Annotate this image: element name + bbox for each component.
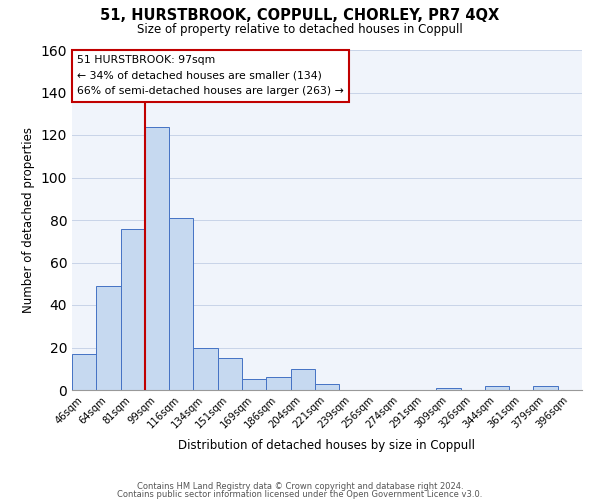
- Bar: [533, 386, 558, 390]
- Bar: [485, 386, 509, 390]
- Bar: [290, 369, 315, 390]
- Bar: [315, 384, 339, 390]
- Bar: [145, 126, 169, 390]
- Y-axis label: Number of detached properties: Number of detached properties: [22, 127, 35, 313]
- Text: Contains HM Land Registry data © Crown copyright and database right 2024.: Contains HM Land Registry data © Crown c…: [137, 482, 463, 491]
- Bar: [193, 348, 218, 390]
- Bar: [266, 378, 290, 390]
- X-axis label: Distribution of detached houses by size in Coppull: Distribution of detached houses by size …: [179, 439, 476, 452]
- Bar: [218, 358, 242, 390]
- Bar: [169, 218, 193, 390]
- Bar: [242, 380, 266, 390]
- Bar: [96, 286, 121, 390]
- Bar: [436, 388, 461, 390]
- Text: 51, HURSTBROOK, COPPULL, CHORLEY, PR7 4QX: 51, HURSTBROOK, COPPULL, CHORLEY, PR7 4Q…: [100, 8, 500, 22]
- Text: Size of property relative to detached houses in Coppull: Size of property relative to detached ho…: [137, 22, 463, 36]
- Text: Contains public sector information licensed under the Open Government Licence v3: Contains public sector information licen…: [118, 490, 482, 499]
- Bar: [121, 228, 145, 390]
- Text: 51 HURSTBROOK: 97sqm
← 34% of detached houses are smaller (134)
66% of semi-deta: 51 HURSTBROOK: 97sqm ← 34% of detached h…: [77, 55, 344, 96]
- Bar: [72, 354, 96, 390]
